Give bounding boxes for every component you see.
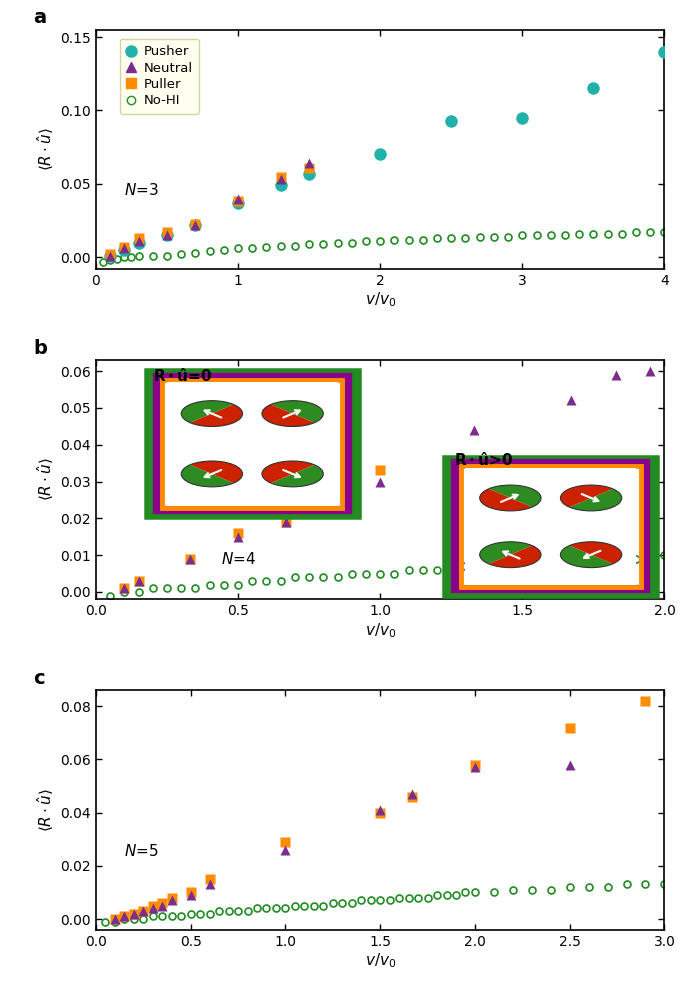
Text: $\mathit{N}$=4: $\mathit{N}$=4 <box>221 551 256 567</box>
Y-axis label: $\langle R \cdot \hat{u} \rangle$: $\langle R \cdot \hat{u} \rangle$ <box>35 788 56 832</box>
Bar <box>162 380 342 508</box>
Y-axis label: $\langle R \cdot \hat{u} \rangle$: $\langle R \cdot \hat{u} \rangle$ <box>35 128 56 171</box>
Bar <box>157 377 348 510</box>
Wedge shape <box>262 405 314 426</box>
Wedge shape <box>182 401 234 422</box>
Wedge shape <box>479 542 532 564</box>
Wedge shape <box>488 546 541 568</box>
Bar <box>456 464 646 589</box>
Wedge shape <box>569 542 622 564</box>
Wedge shape <box>271 401 323 422</box>
Wedge shape <box>182 465 234 487</box>
Bar <box>461 466 640 586</box>
Legend: Pusher, Neutral, Puller, No-HI: Pusher, Neutral, Puller, No-HI <box>120 39 199 114</box>
Bar <box>167 382 338 506</box>
X-axis label: $v/v_0$: $v/v_0$ <box>364 951 396 970</box>
Text: $\mathbf{R \cdot \hat{u}}$>0: $\mathbf{R \cdot \hat{u}}$>0 <box>454 451 513 469</box>
Wedge shape <box>479 489 532 511</box>
Wedge shape <box>569 489 622 511</box>
X-axis label: $v/v_0$: $v/v_0$ <box>364 621 396 640</box>
Wedge shape <box>271 465 323 487</box>
Wedge shape <box>488 485 541 507</box>
Text: $\mathit{N}$=5: $\mathit{N}$=5 <box>125 843 159 858</box>
Text: c: c <box>34 669 45 688</box>
Bar <box>465 468 636 584</box>
Text: a: a <box>34 8 47 28</box>
Y-axis label: $\langle R \cdot \hat{u} \rangle$: $\langle R \cdot \hat{u} \rangle$ <box>35 458 56 501</box>
Text: $\mathit{N}$=3: $\mathit{N}$=3 <box>125 182 159 198</box>
Bar <box>449 461 653 592</box>
Wedge shape <box>190 405 242 426</box>
Text: $\mathbf{R \cdot \hat{u}}$=0: $\mathbf{R \cdot \hat{u}}$=0 <box>153 367 212 385</box>
X-axis label: $v/v_0$: $v/v_0$ <box>364 291 396 310</box>
Wedge shape <box>190 461 242 483</box>
Wedge shape <box>560 546 613 568</box>
Wedge shape <box>262 461 314 483</box>
Text: b: b <box>34 338 47 358</box>
Wedge shape <box>560 485 613 507</box>
Bar <box>150 375 355 513</box>
